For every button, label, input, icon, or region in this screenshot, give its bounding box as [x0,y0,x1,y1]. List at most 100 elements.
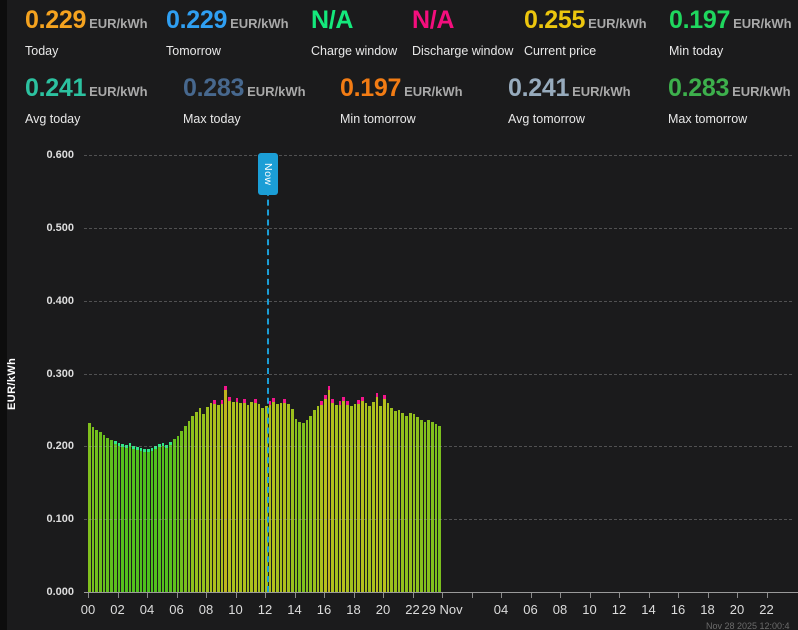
price-bar[interactable] [221,400,224,592]
price-bar[interactable] [191,416,194,592]
price-bar[interactable] [261,408,264,592]
price-bar[interactable] [416,417,419,592]
price-bar[interactable] [110,440,113,592]
price-bar[interactable] [420,420,423,592]
price-bar[interactable] [236,398,239,592]
price-bar[interactable] [224,386,227,592]
price-bar[interactable] [276,404,279,592]
price-bar[interactable] [357,400,360,592]
price-bar[interactable] [188,421,191,592]
price-bar[interactable] [143,449,146,592]
price-bar[interactable] [165,445,168,592]
price-bar[interactable] [88,423,91,592]
price-bar[interactable] [132,446,135,592]
price-bar[interactable] [99,432,102,592]
price-bar[interactable] [320,401,323,592]
price-bar[interactable] [106,438,109,592]
price-bar[interactable] [317,406,320,592]
price-bar[interactable] [383,395,386,592]
price-bar[interactable] [424,422,427,592]
price-bar[interactable] [269,401,272,592]
price-bar[interactable] [158,444,161,592]
price-bar[interactable] [409,413,412,592]
price-bar[interactable] [272,398,275,592]
price-bar[interactable] [184,426,187,592]
price-bar[interactable] [431,422,434,592]
price-bar[interactable] [298,422,301,592]
price-bar[interactable] [118,443,121,592]
price-bar[interactable] [247,405,250,592]
price-bar[interactable] [335,405,338,592]
price-bar[interactable] [239,403,242,592]
price-bar[interactable] [398,410,401,592]
price-bar[interactable] [213,400,216,592]
price-bar[interactable] [103,435,106,592]
price-bar[interactable] [354,404,357,592]
price-bar[interactable] [413,414,416,592]
price-bar[interactable] [114,441,117,592]
price-bar[interactable] [328,386,331,592]
price-bar[interactable] [306,420,309,592]
price-bar[interactable] [136,447,139,592]
price-bar[interactable] [210,403,213,592]
price-bar[interactable] [350,406,353,592]
price-bar[interactable] [199,408,202,592]
price-bar[interactable] [258,404,261,592]
price-bar[interactable] [169,442,172,592]
price-bar[interactable] [154,446,157,592]
price-bar[interactable] [92,427,95,592]
price-bar[interactable] [250,402,253,592]
price-bar[interactable] [309,416,312,592]
price-bar[interactable] [365,403,368,592]
price-bar[interactable] [95,430,98,592]
price-bar[interactable] [121,444,124,592]
price-bar[interactable] [379,406,382,592]
price-bar[interactable] [125,445,128,592]
price-bar[interactable] [254,399,257,592]
price-bar[interactable] [324,395,327,592]
price-bar[interactable] [405,416,408,592]
price-bar[interactable] [302,423,305,592]
price-bar[interactable] [232,402,235,592]
price-bar[interactable] [195,412,198,592]
price-bar[interactable] [331,399,334,592]
price-bar[interactable] [217,405,220,592]
price-bar[interactable] [206,407,209,592]
price-bar[interactable] [435,424,438,592]
price-bar[interactable] [243,399,246,592]
x-axis-tick [531,593,532,598]
price-bar[interactable] [180,431,183,592]
price-bar[interactable] [313,410,316,592]
price-bar[interactable] [390,408,393,592]
price-bar[interactable] [401,413,404,592]
price-bar[interactable] [376,393,379,592]
price-bar[interactable] [202,414,205,592]
price-bar[interactable] [280,403,283,592]
price-bar[interactable] [339,401,342,592]
price-bar[interactable] [438,426,441,592]
price-bar[interactable] [387,403,390,592]
price-bar[interactable] [291,409,294,592]
price-bar[interactable] [427,420,430,592]
price-bar[interactable] [147,449,150,592]
price-bar[interactable] [151,448,154,592]
price-bar[interactable] [368,406,371,592]
price-bar[interactable] [162,443,165,592]
price-bar[interactable] [228,397,231,592]
peak-price-tip [361,397,364,401]
price-bar[interactable] [361,397,364,592]
price-bar[interactable] [173,439,176,592]
price-bar[interactable] [287,404,290,592]
price-bar[interactable] [346,401,349,592]
energy-price-dashboard: 0.229EUR/kWh Today 0.229EUR/kWh Tomorrow… [0,0,798,630]
low-price-tip [136,447,139,450]
price-bar[interactable] [295,419,298,592]
price-bar[interactable] [342,397,345,592]
price-bar[interactable] [283,399,286,592]
price-bar[interactable] [394,411,397,592]
price-bar[interactable] [177,436,180,592]
price-bar[interactable] [140,448,143,592]
price-bar[interactable] [372,402,375,592]
peak-price-tip [342,397,345,401]
price-bar[interactable] [129,443,132,592]
